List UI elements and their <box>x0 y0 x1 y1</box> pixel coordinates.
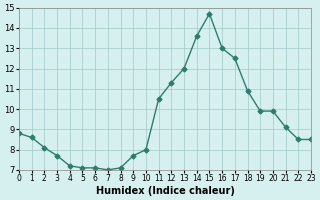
X-axis label: Humidex (Indice chaleur): Humidex (Indice chaleur) <box>96 186 235 196</box>
